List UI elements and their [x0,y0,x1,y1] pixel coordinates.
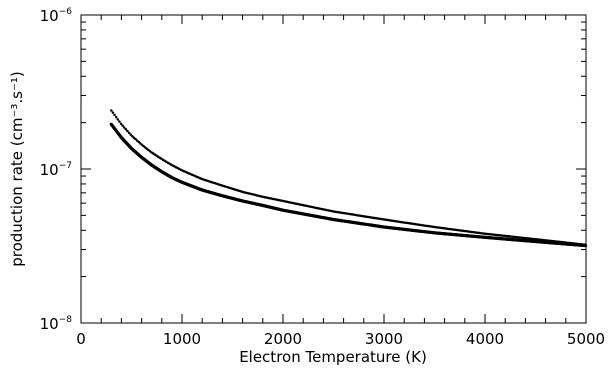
y-tick-label: 10−7 [40,161,72,179]
series-solid-dense [109,122,588,248]
x-tick-label: 3000 [365,330,403,348]
data-series [109,109,588,248]
data-point [121,124,124,127]
data-point [137,140,141,144]
data-point [113,113,116,117]
data-point [124,128,128,131]
y-tick-label: 10−8 [40,315,73,333]
y-axis-label: production rate (cm⁻³.s⁻¹) [8,71,26,267]
data-point [134,137,137,141]
x-tick-label: 2000 [264,330,302,348]
x-tick-label: 0 [76,330,86,348]
data-point [135,139,139,142]
data-point [114,115,118,119]
data-point [119,122,123,126]
data-point [132,136,136,139]
x-axis-ticks: 0 1000 2000 3000 4000 5000 [76,15,605,348]
x-tick-label: 4000 [466,330,504,348]
data-point [110,109,113,112]
y-axis-ticks: 10−8 10−7 10−6 [40,7,586,333]
data-point [122,126,126,129]
data-point [583,243,587,246]
data-point [139,142,142,145]
y-tick-label: 10−6 [40,7,73,25]
series-dotted [110,109,587,246]
x-tick-label: 1000 [163,330,201,348]
data-point [116,118,120,121]
data-point [118,120,121,123]
data-point [111,111,115,114]
data-point [131,134,134,138]
data-point [127,131,131,135]
x-tick-label: 5000 [567,330,605,348]
data-point [126,129,129,133]
data-point [129,133,132,136]
x-axis-label: Electron Temperature (K) [239,348,427,366]
